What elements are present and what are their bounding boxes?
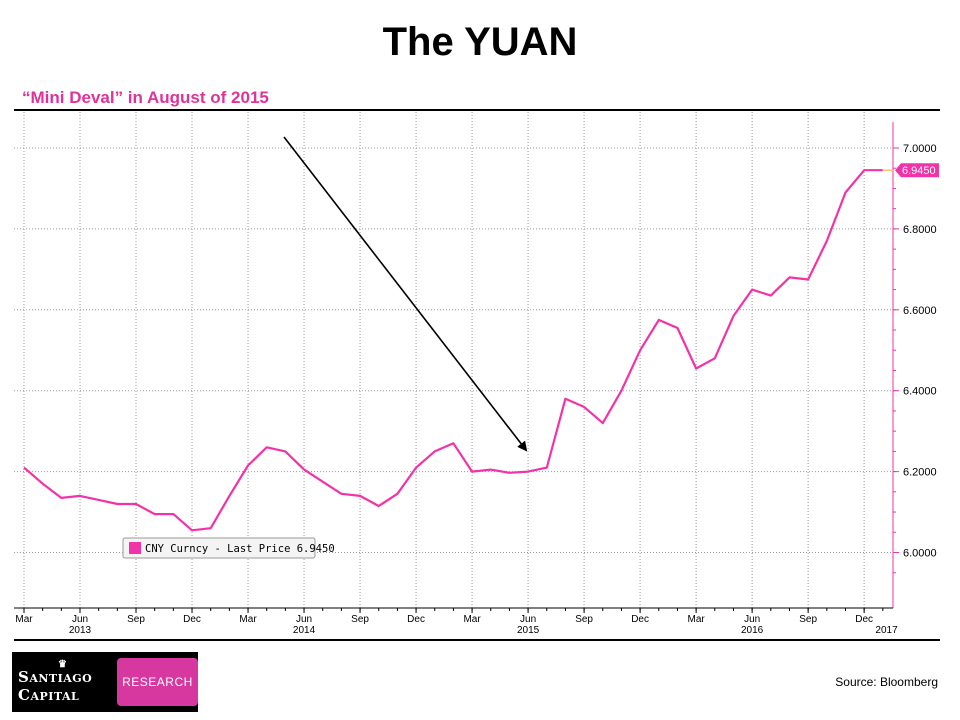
slide-title: The YUAN [382, 20, 578, 64]
x-tick-label: Jun [520, 614, 536, 625]
x-tick-label: Mar [239, 614, 257, 625]
x-tick-label: Mar [463, 614, 481, 625]
grid [14, 112, 893, 608]
logo-line-2: Capital [18, 686, 80, 704]
series-line [23, 169, 883, 532]
axes: 6.0000 6.2000 6.4000 6.6000 6.8000 7.0000 Mar J… [14, 122, 939, 636]
x-year-label: 2016 [741, 625, 764, 636]
y-tick-label: 6.0000 [903, 548, 937, 560]
last-price-label: 6.9450 [902, 165, 936, 177]
x-tick-label: Dec [183, 614, 201, 625]
x-year-label: 2017 [875, 625, 898, 636]
x-year-label: 2013 [69, 625, 92, 636]
y-tick-label: 6.6000 [903, 305, 937, 317]
x-tick-label: Sep [799, 614, 817, 625]
santiago-capital-logo: ♛ Santiago Capital RESEARCH [12, 652, 198, 712]
x-tick-label: Jun [72, 614, 88, 625]
series [23, 169, 893, 532]
x-tick-label: Mar [15, 614, 33, 625]
annotations [283, 136, 528, 452]
last-price-tag [895, 163, 939, 178]
logo-wordmark: ♛ Santiago Capital [12, 659, 117, 704]
research-badge: RESEARCH [116, 658, 198, 706]
legend: CNY Curncy - Last Price 6.9450 [122, 537, 335, 559]
y-tick-label: 7.0000 [903, 143, 937, 155]
chart-subtitle: “Mini Deval” in August of 2015 [22, 88, 269, 107]
y-tick-label: 6.2000 [903, 467, 937, 479]
x-tick-label: Mar [688, 614, 706, 625]
x-tick-label: Jun [744, 614, 760, 625]
x-tick-label: Dec [855, 614, 873, 625]
x-tick-label: Sep [127, 614, 145, 625]
logo-line-1: Santiago [18, 668, 93, 686]
x-tick-label: Jun [296, 614, 312, 625]
y-tick-label: 6.4000 [903, 386, 937, 398]
y-tick-label: 6.8000 [903, 224, 937, 236]
legend-label: CNY Curncy - Last Price 6.9450 [145, 543, 335, 555]
x-tick-label: Dec [407, 614, 425, 625]
crown-icon: ♛ [58, 659, 68, 670]
x-tick-label: Dec [631, 614, 649, 625]
x-tick-label: Sep [575, 614, 593, 625]
devaluation-arrow [283, 136, 528, 452]
source-note: Source: Bloomberg [835, 675, 938, 689]
x-year-label: 2014 [293, 625, 316, 636]
legend-box [122, 537, 316, 559]
legend-swatch [129, 542, 141, 554]
x-tick-label: Sep [351, 614, 369, 625]
x-year-label: 2015 [517, 625, 540, 636]
